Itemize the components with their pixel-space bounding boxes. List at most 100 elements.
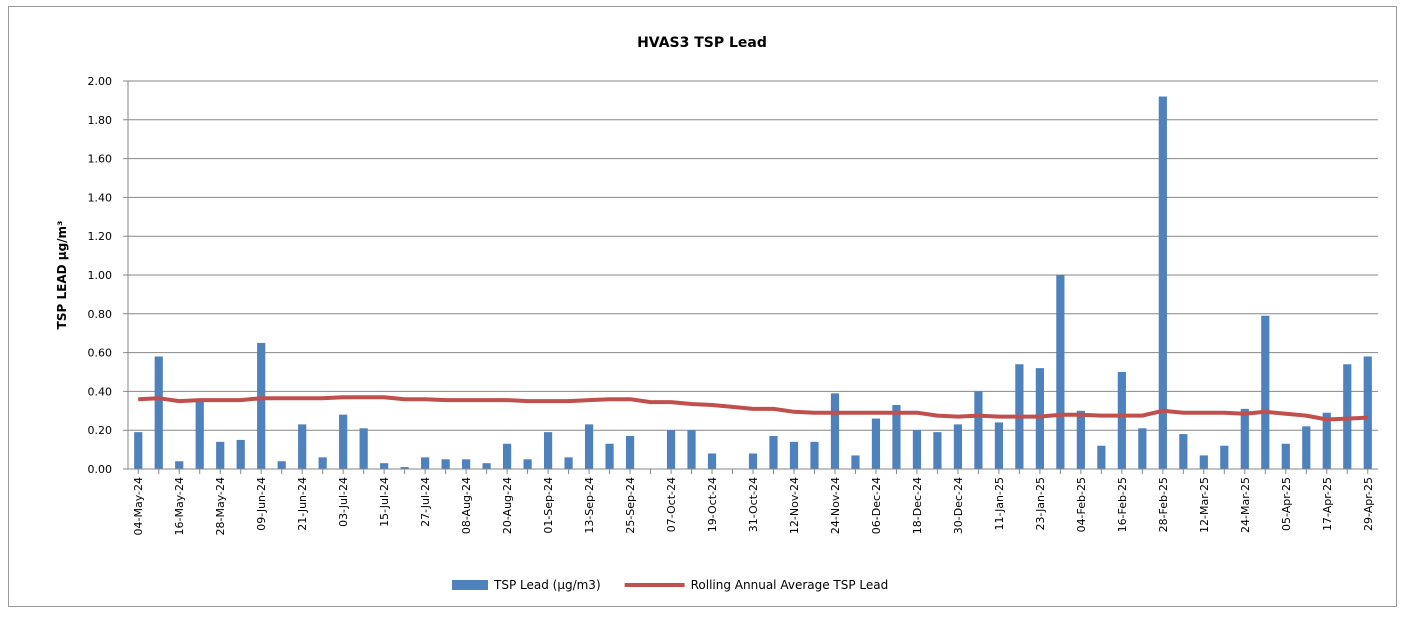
bar	[1240, 408, 1249, 469]
bar	[154, 356, 163, 469]
bar	[318, 457, 327, 469]
bar	[851, 455, 860, 469]
bar	[625, 436, 635, 469]
bar	[810, 441, 819, 469]
bar	[707, 453, 717, 469]
x-tick-label: 15-Jul-24	[378, 477, 391, 527]
y-tick-label: 0.40	[88, 385, 113, 398]
chart-title: HVAS3 TSP Lead	[637, 35, 767, 51]
bar	[195, 401, 204, 469]
x-tick-label: 25-Sep-24	[624, 477, 637, 534]
x-tick-label: 16-Feb-25	[1116, 477, 1129, 532]
legend-swatch	[452, 580, 488, 590]
bar	[523, 459, 532, 469]
bar	[236, 439, 245, 469]
bar	[953, 424, 963, 469]
x-tick-label: 30-Dec-24	[952, 477, 965, 534]
y-tick-label: 0.00	[88, 463, 113, 476]
bar	[1322, 412, 1331, 469]
x-tick-label: 03-Jul-24	[337, 477, 350, 527]
y-tick-label: 0.80	[88, 308, 113, 321]
x-tick-label: 12-Mar-25	[1198, 477, 1211, 533]
bar	[359, 428, 368, 469]
x-tick-label: 31-Oct-24	[747, 477, 760, 532]
bar	[912, 430, 922, 469]
bar	[1302, 426, 1311, 469]
bar	[380, 463, 389, 469]
bar	[543, 432, 553, 469]
y-tick-label: 2.00	[88, 75, 113, 88]
bar	[974, 391, 983, 469]
y-tick-label: 1.60	[88, 153, 113, 166]
x-tick-label: 18-Dec-24	[911, 477, 924, 534]
bar	[462, 459, 471, 469]
bar	[748, 453, 758, 469]
x-tick-label: 07-Oct-24	[665, 477, 678, 532]
bar	[134, 432, 143, 469]
bar	[175, 461, 184, 469]
bar	[830, 393, 840, 469]
y-tick-label: 1.00	[88, 269, 113, 282]
bar	[1158, 96, 1167, 470]
bar	[503, 443, 512, 469]
bar	[1261, 315, 1270, 469]
bar	[298, 424, 307, 469]
bar	[441, 459, 450, 469]
y-tick-label: 1.20	[88, 230, 113, 243]
x-tick-label: 16-May-24	[173, 477, 186, 535]
x-tick-label: 20-Aug-24	[501, 477, 514, 534]
bar	[1097, 445, 1106, 469]
x-tick-label: 13-Sep-24	[583, 477, 596, 534]
bar	[277, 461, 286, 469]
bar	[1056, 275, 1065, 469]
line	[138, 395, 1368, 422]
y-tick-label: 1.40	[88, 191, 113, 204]
x-tick-label: 04-Feb-25	[1075, 477, 1088, 532]
bar	[933, 432, 942, 469]
bar	[789, 441, 799, 469]
x-tick-label: 06-Dec-24	[870, 477, 883, 534]
bar	[339, 414, 348, 469]
x-tick-label: 21-Jun-24	[296, 477, 309, 531]
x-tick-label: 29-Apr-25	[1362, 477, 1375, 531]
x-tick-label: 09-Jun-24	[255, 477, 268, 531]
bar	[584, 424, 594, 469]
bar	[1363, 356, 1372, 469]
bar	[769, 436, 778, 469]
x-tick-label: 24-Mar-25	[1239, 477, 1252, 533]
bar	[666, 430, 676, 469]
x-tick-label: 12-Nov-24	[788, 477, 801, 534]
x-tick-label: 01-Sep-24	[542, 477, 555, 534]
x-tick-label: 04-May-24	[132, 477, 145, 535]
bar	[871, 418, 881, 469]
y-tick-label: 0.60	[88, 347, 113, 360]
x-tick-label: 11-Jan-25	[993, 477, 1006, 531]
y-axis-label: TSP LEAD µg/m³	[55, 221, 69, 330]
bar	[1138, 428, 1147, 469]
bar	[892, 404, 901, 469]
bar	[994, 422, 1003, 469]
bar	[482, 463, 491, 469]
x-tick-label: 05-Apr-25	[1280, 477, 1293, 531]
bar	[421, 457, 430, 469]
bar	[1117, 372, 1126, 469]
x-tick-label: 27-Jul-24	[419, 477, 432, 527]
bar	[1199, 455, 1208, 469]
bar	[1076, 410, 1085, 469]
x-tick-label: 24-Nov-24	[829, 477, 842, 534]
x-tick-label: 19-Oct-24	[706, 477, 719, 532]
bar	[1179, 434, 1188, 469]
y-tick-label: 0.20	[88, 424, 113, 437]
bar	[1220, 445, 1229, 469]
x-tick-label: 17-Apr-25	[1321, 477, 1334, 531]
legend-label: Rolling Annual Average TSP Lead	[691, 578, 889, 592]
bar	[400, 467, 409, 469]
x-tick-label: 23-Jan-25	[1034, 477, 1047, 531]
x-tick-label: 28-Feb-25	[1157, 477, 1170, 532]
bar	[216, 441, 225, 469]
bar	[687, 430, 696, 469]
bar	[257, 342, 266, 469]
bar	[1281, 443, 1290, 469]
bar	[605, 443, 614, 469]
